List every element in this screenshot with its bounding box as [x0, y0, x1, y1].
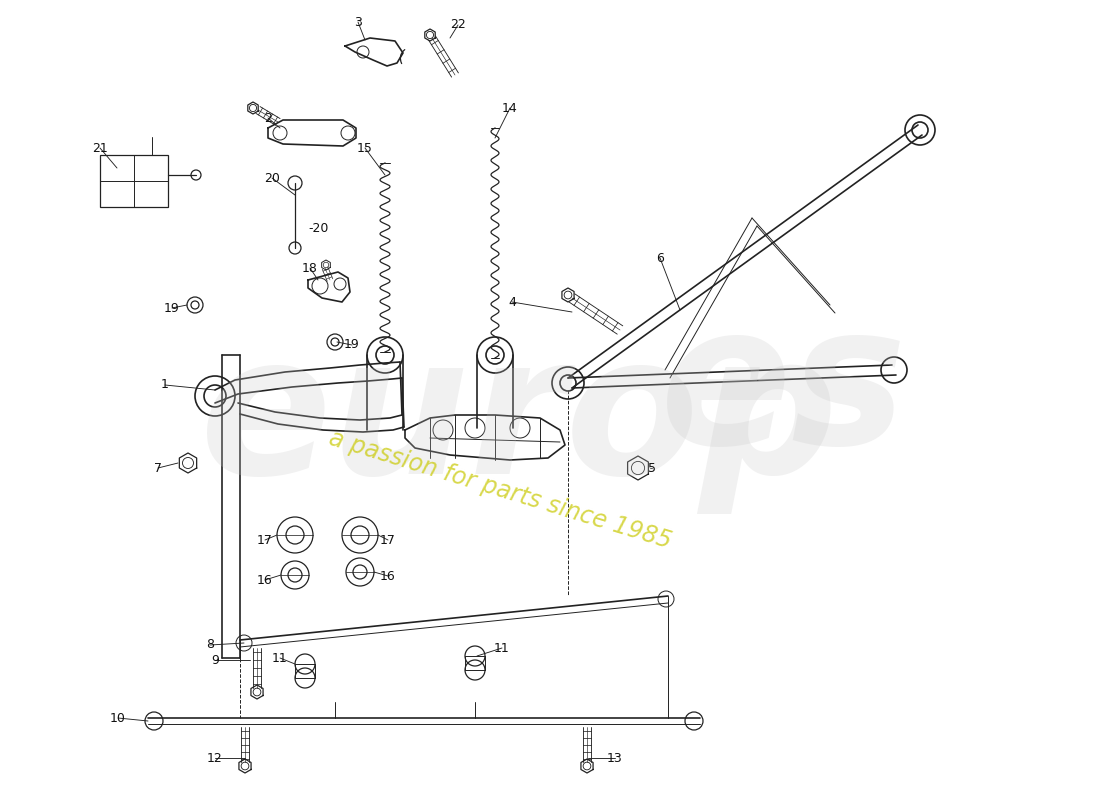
Text: 17: 17 — [381, 534, 396, 546]
Text: europ: europ — [200, 326, 839, 514]
Text: 14: 14 — [502, 102, 518, 114]
Text: 8: 8 — [206, 638, 214, 651]
Text: 3: 3 — [354, 15, 362, 29]
Text: 15: 15 — [358, 142, 373, 154]
Text: 19: 19 — [344, 338, 360, 351]
Text: 9: 9 — [211, 654, 219, 666]
Text: 2: 2 — [264, 111, 272, 125]
Text: 7: 7 — [154, 462, 162, 474]
Text: 16: 16 — [257, 574, 273, 586]
Text: 16: 16 — [381, 570, 396, 582]
Text: 11: 11 — [494, 642, 510, 654]
Text: -20: -20 — [308, 222, 329, 234]
Text: 19: 19 — [164, 302, 180, 314]
Text: 10: 10 — [110, 711, 125, 725]
Text: es: es — [660, 296, 908, 484]
Text: 4: 4 — [508, 295, 516, 309]
Bar — [100, 155, 168, 207]
Text: 5: 5 — [648, 462, 656, 474]
Text: 6: 6 — [656, 251, 664, 265]
Text: 22: 22 — [450, 18, 466, 31]
Text: 13: 13 — [607, 751, 623, 765]
Text: a passion for parts since 1985: a passion for parts since 1985 — [326, 426, 674, 554]
Text: 20: 20 — [264, 171, 279, 185]
Text: 12: 12 — [207, 751, 223, 765]
Text: 1: 1 — [161, 378, 169, 391]
Text: 17: 17 — [257, 534, 273, 546]
Text: 18: 18 — [302, 262, 318, 274]
Text: 11: 11 — [272, 651, 288, 665]
Text: 21: 21 — [92, 142, 108, 154]
